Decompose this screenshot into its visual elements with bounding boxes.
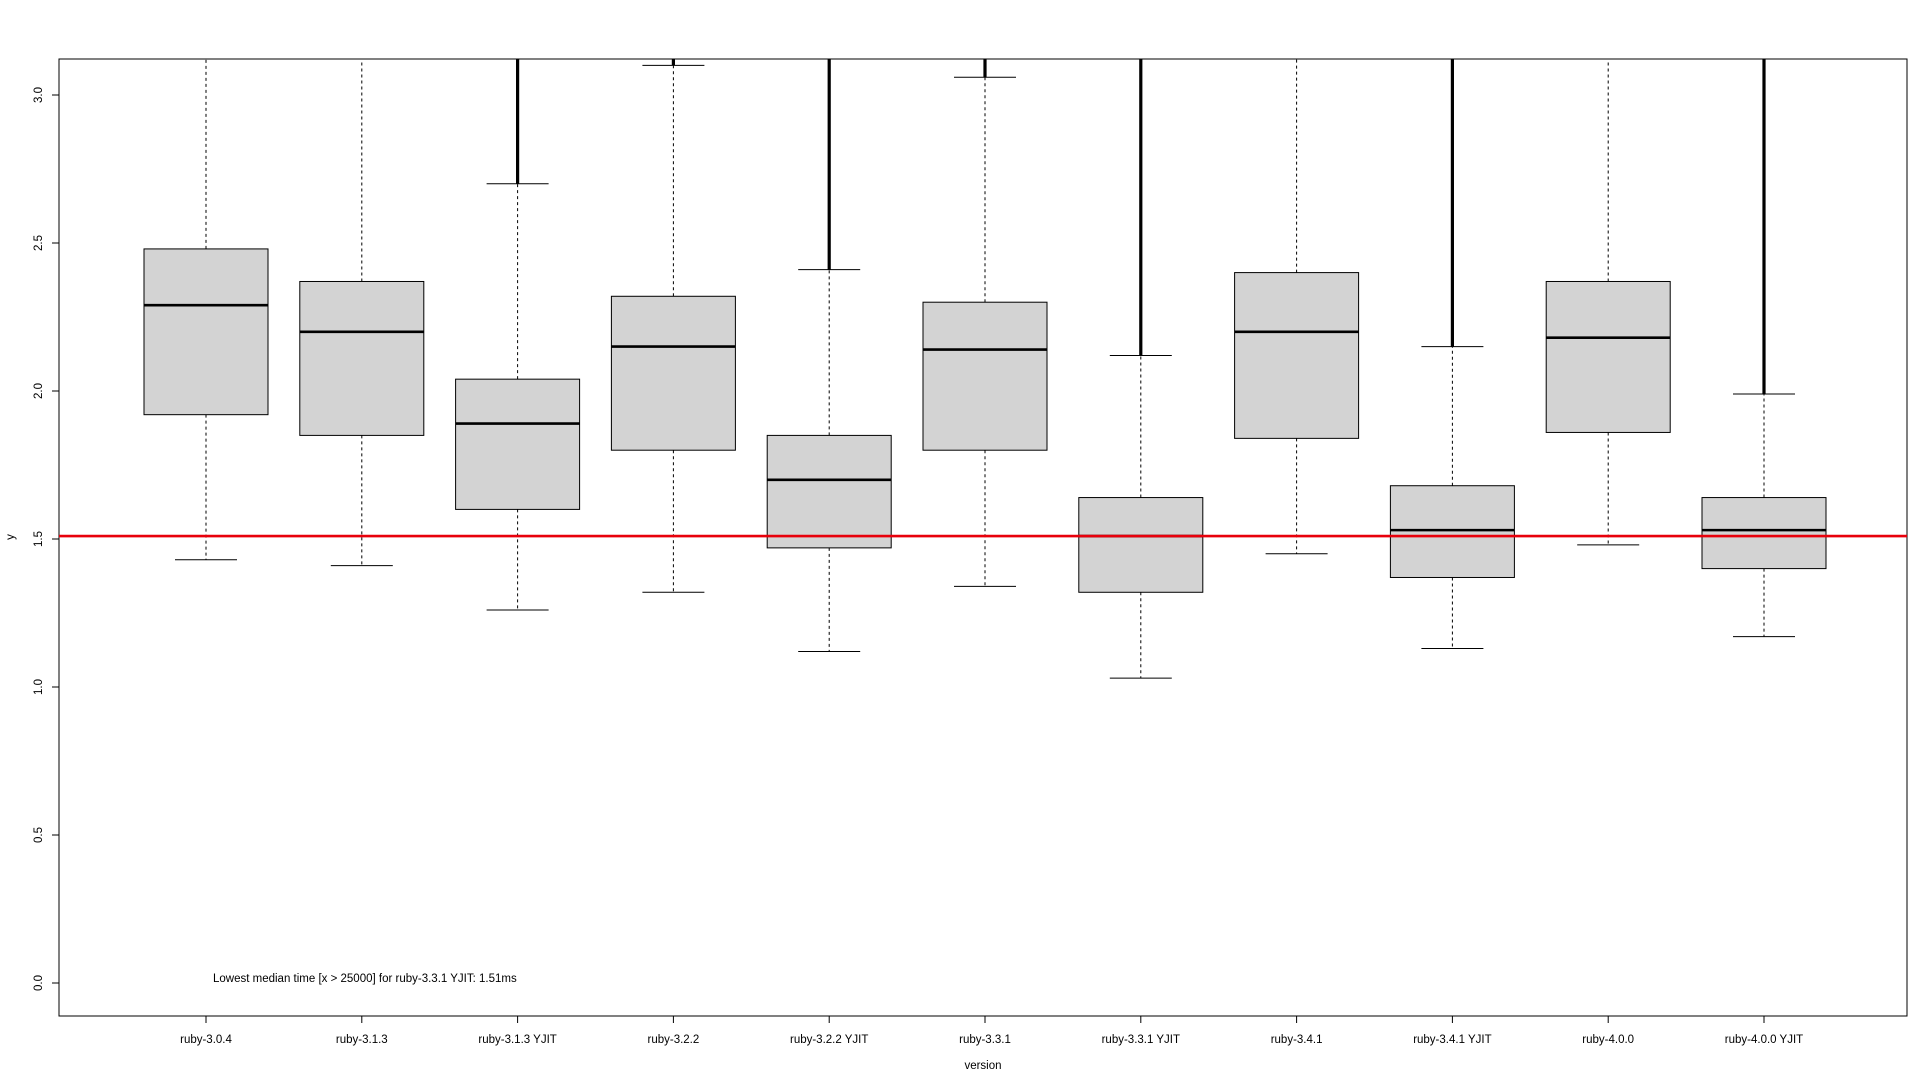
box-body <box>1701 497 1827 570</box>
box-7 <box>1078 59 1204 679</box>
box-body <box>1389 485 1515 578</box>
x-tick-label: ruby-3.3.1 <box>959 1034 1011 1046</box>
box-body <box>143 248 269 416</box>
box-body <box>299 280 425 436</box>
x-axis: ruby-3.0.4 ruby-3.1.3 ruby-3.1.3 YJIT ruby-… <box>180 1016 1803 1046</box>
box-body <box>1545 280 1671 433</box>
x-tick-label: ruby-3.2.2 YJIT <box>790 1034 868 1046</box>
box-4 <box>610 59 736 593</box>
box-body <box>610 295 736 451</box>
box-5 <box>766 59 892 652</box>
x-tick-label: ruby-3.1.3 YJIT <box>478 1034 556 1046</box>
y-tick-label: 0.5 <box>33 827 45 843</box>
x-tick-label: ruby-3.4.1 <box>1271 1034 1323 1046</box>
x-axis-label: version <box>964 1060 1001 1072</box>
box-1 <box>143 59 269 561</box>
x-tick-label: ruby-4.0.0 <box>1582 1034 1634 1046</box>
y-tick-label: 1.0 <box>33 679 45 695</box>
x-tick-label: ruby-4.0.0 YJIT <box>1725 1034 1803 1046</box>
box-8 <box>1234 59 1360 555</box>
x-tick-label: ruby-3.4.1 YJIT <box>1413 1034 1491 1046</box>
y-axis-label: y <box>5 534 17 540</box>
box-body <box>455 378 581 510</box>
box-6 <box>922 59 1048 587</box>
boxes-layer <box>143 59 1827 679</box>
y-tick-label: 1.5 <box>33 531 45 547</box>
x-tick-label: ruby-3.1.3 <box>336 1034 388 1046</box>
x-tick-label: ruby-3.0.4 <box>180 1034 232 1046</box>
x-tick-label: ruby-3.2.2 <box>648 1034 700 1046</box>
y-tick-label: 2.5 <box>33 235 45 251</box>
plot-frame <box>58 58 1908 1017</box>
box-3 <box>455 59 581 611</box>
y-tick-label: 0.0 <box>33 975 45 991</box>
y-tick-label: 3.0 <box>33 87 45 103</box>
box-9 <box>1389 59 1515 650</box>
annotation-text: Lowest median time [x > 25000] for ruby-… <box>213 973 517 985</box>
y-axis: 0.0 0.5 1.0 1.5 2.0 2.5 3.0 <box>33 87 59 991</box>
box-body <box>1234 272 1360 439</box>
box-11 <box>1701 59 1827 638</box>
box-body <box>766 434 892 549</box>
y-tick-label: 2.0 <box>33 383 45 399</box>
box-body <box>922 301 1048 451</box>
box-body <box>1078 497 1204 593</box>
box-2 <box>299 59 425 567</box>
box-10 <box>1545 59 1671 546</box>
x-tick-label: ruby-3.3.1 YJIT <box>1102 1034 1180 1046</box>
